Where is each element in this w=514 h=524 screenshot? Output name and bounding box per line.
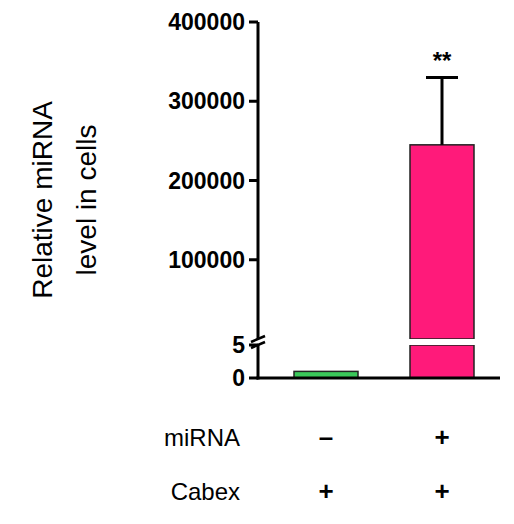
y-axis-label-line: Relative miRNA — [27, 101, 58, 299]
y-axis-label-line: level in cells — [71, 125, 102, 276]
y-tick-label: 0 — [232, 365, 245, 391]
error-cap — [426, 76, 458, 79]
y-tick — [249, 179, 258, 182]
error-group — [426, 77, 458, 144]
condition-value: – — [319, 422, 333, 452]
chart: ** 0 5 100000 200000 300000 400000 Relative miR… — [0, 0, 514, 524]
y-tick — [249, 258, 258, 261]
y-tick — [249, 344, 258, 347]
bar-group — [410, 145, 474, 339]
y-tick-label: 400000 — [168, 9, 245, 35]
significance: ** — [433, 47, 452, 74]
y-tick — [249, 100, 258, 103]
condition-name: Cabex — [171, 478, 240, 505]
bar — [410, 145, 474, 339]
error-line — [441, 77, 444, 144]
axis-break — [251, 336, 265, 342]
y-tick-label: 100000 — [168, 247, 245, 273]
y-tick-label: 5 — [232, 332, 245, 358]
bar-group — [294, 345, 474, 378]
y-axis-label: Relative miRNA level in cells — [27, 101, 102, 299]
y-tick — [249, 377, 258, 380]
y-tick — [249, 21, 258, 24]
y-tick-label: 200000 — [168, 168, 245, 194]
condition-value: + — [434, 422, 449, 452]
y-axis-line — [257, 345, 260, 380]
condition-value: + — [434, 476, 449, 506]
condition-name: miRNA — [164, 424, 240, 451]
x-axis-line — [257, 377, 501, 380]
error-bar — [426, 77, 458, 144]
condition-value: + — [318, 476, 333, 506]
y-tick-label: 300000 — [168, 88, 245, 114]
bar — [410, 345, 474, 378]
